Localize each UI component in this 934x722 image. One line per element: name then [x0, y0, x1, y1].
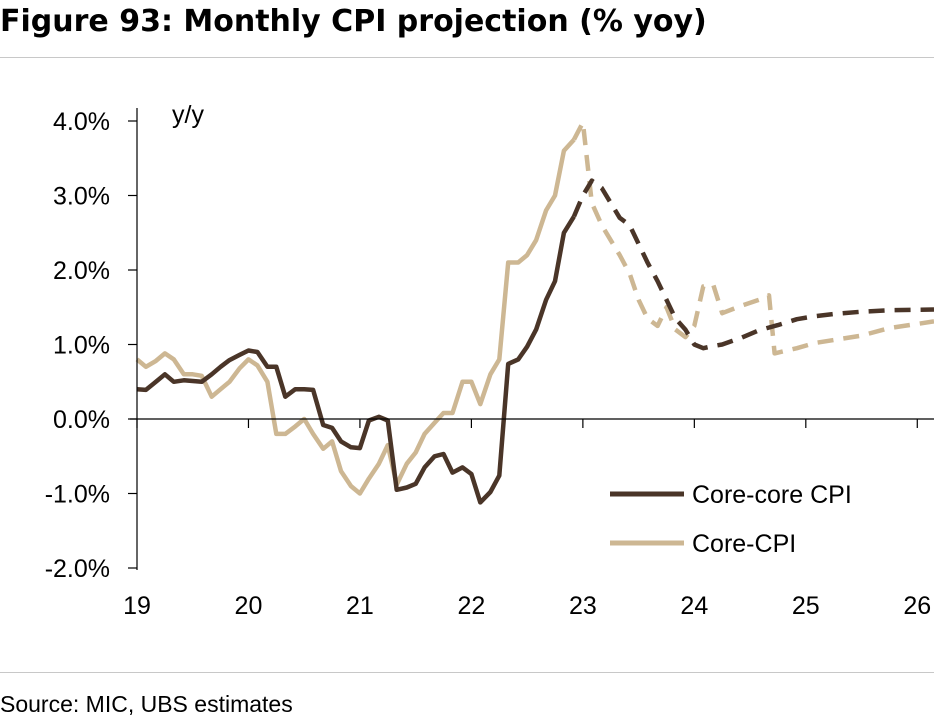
series-line-core-cpi-actual: [135, 138, 576, 496]
y-tick-label: -2.0%: [45, 555, 110, 583]
x-tick-label: 26: [903, 592, 931, 620]
y-tick-label: 4.0%: [53, 108, 110, 136]
y-axis-ticks: 4.0% 3.0% 2.0% 1.0% 0.0% -1.0% -2.0%: [45, 108, 137, 583]
series-line-core-core-cpi-actual: [136, 215, 576, 505]
y-tick-label: 0.0%: [53, 406, 110, 434]
x-axis-ticks: 19 20 21 22 23 24 25 26: [123, 419, 931, 620]
source-note: Source: MIC, UBS estimates: [0, 691, 293, 717]
y-tick-label: -1.0%: [45, 481, 110, 509]
y-tick-label: 3.0%: [53, 183, 110, 211]
y-unit-label: y/y: [172, 101, 204, 129]
x-tick-label: 25: [792, 592, 820, 620]
x-tick-label: 23: [569, 592, 597, 620]
series-layer: [135, 120, 934, 505]
x-tick-label: 22: [457, 592, 485, 620]
top-divider: [0, 57, 934, 58]
figure-title: Figure 93: Monthly CPI projection (% yoy…: [0, 4, 707, 39]
x-tick-label: 21: [346, 592, 374, 620]
x-tick-label: 20: [235, 592, 263, 620]
series-line-core-cpi-forecast: [572, 120, 934, 356]
x-tick-label: 24: [680, 592, 708, 620]
legend: Core-core CPI Core-CPI: [610, 481, 852, 558]
y-tick-label: 1.0%: [53, 332, 110, 360]
x-tick-label: 19: [123, 592, 151, 620]
series-line-core-core-cpi-forecast: [571, 178, 934, 351]
legend-label-core-core-cpi: Core-core CPI: [692, 481, 852, 509]
legend-label-core-cpi: Core-CPI: [692, 530, 796, 558]
y-tick-label: 2.0%: [53, 257, 110, 285]
bottom-divider: [0, 672, 934, 673]
